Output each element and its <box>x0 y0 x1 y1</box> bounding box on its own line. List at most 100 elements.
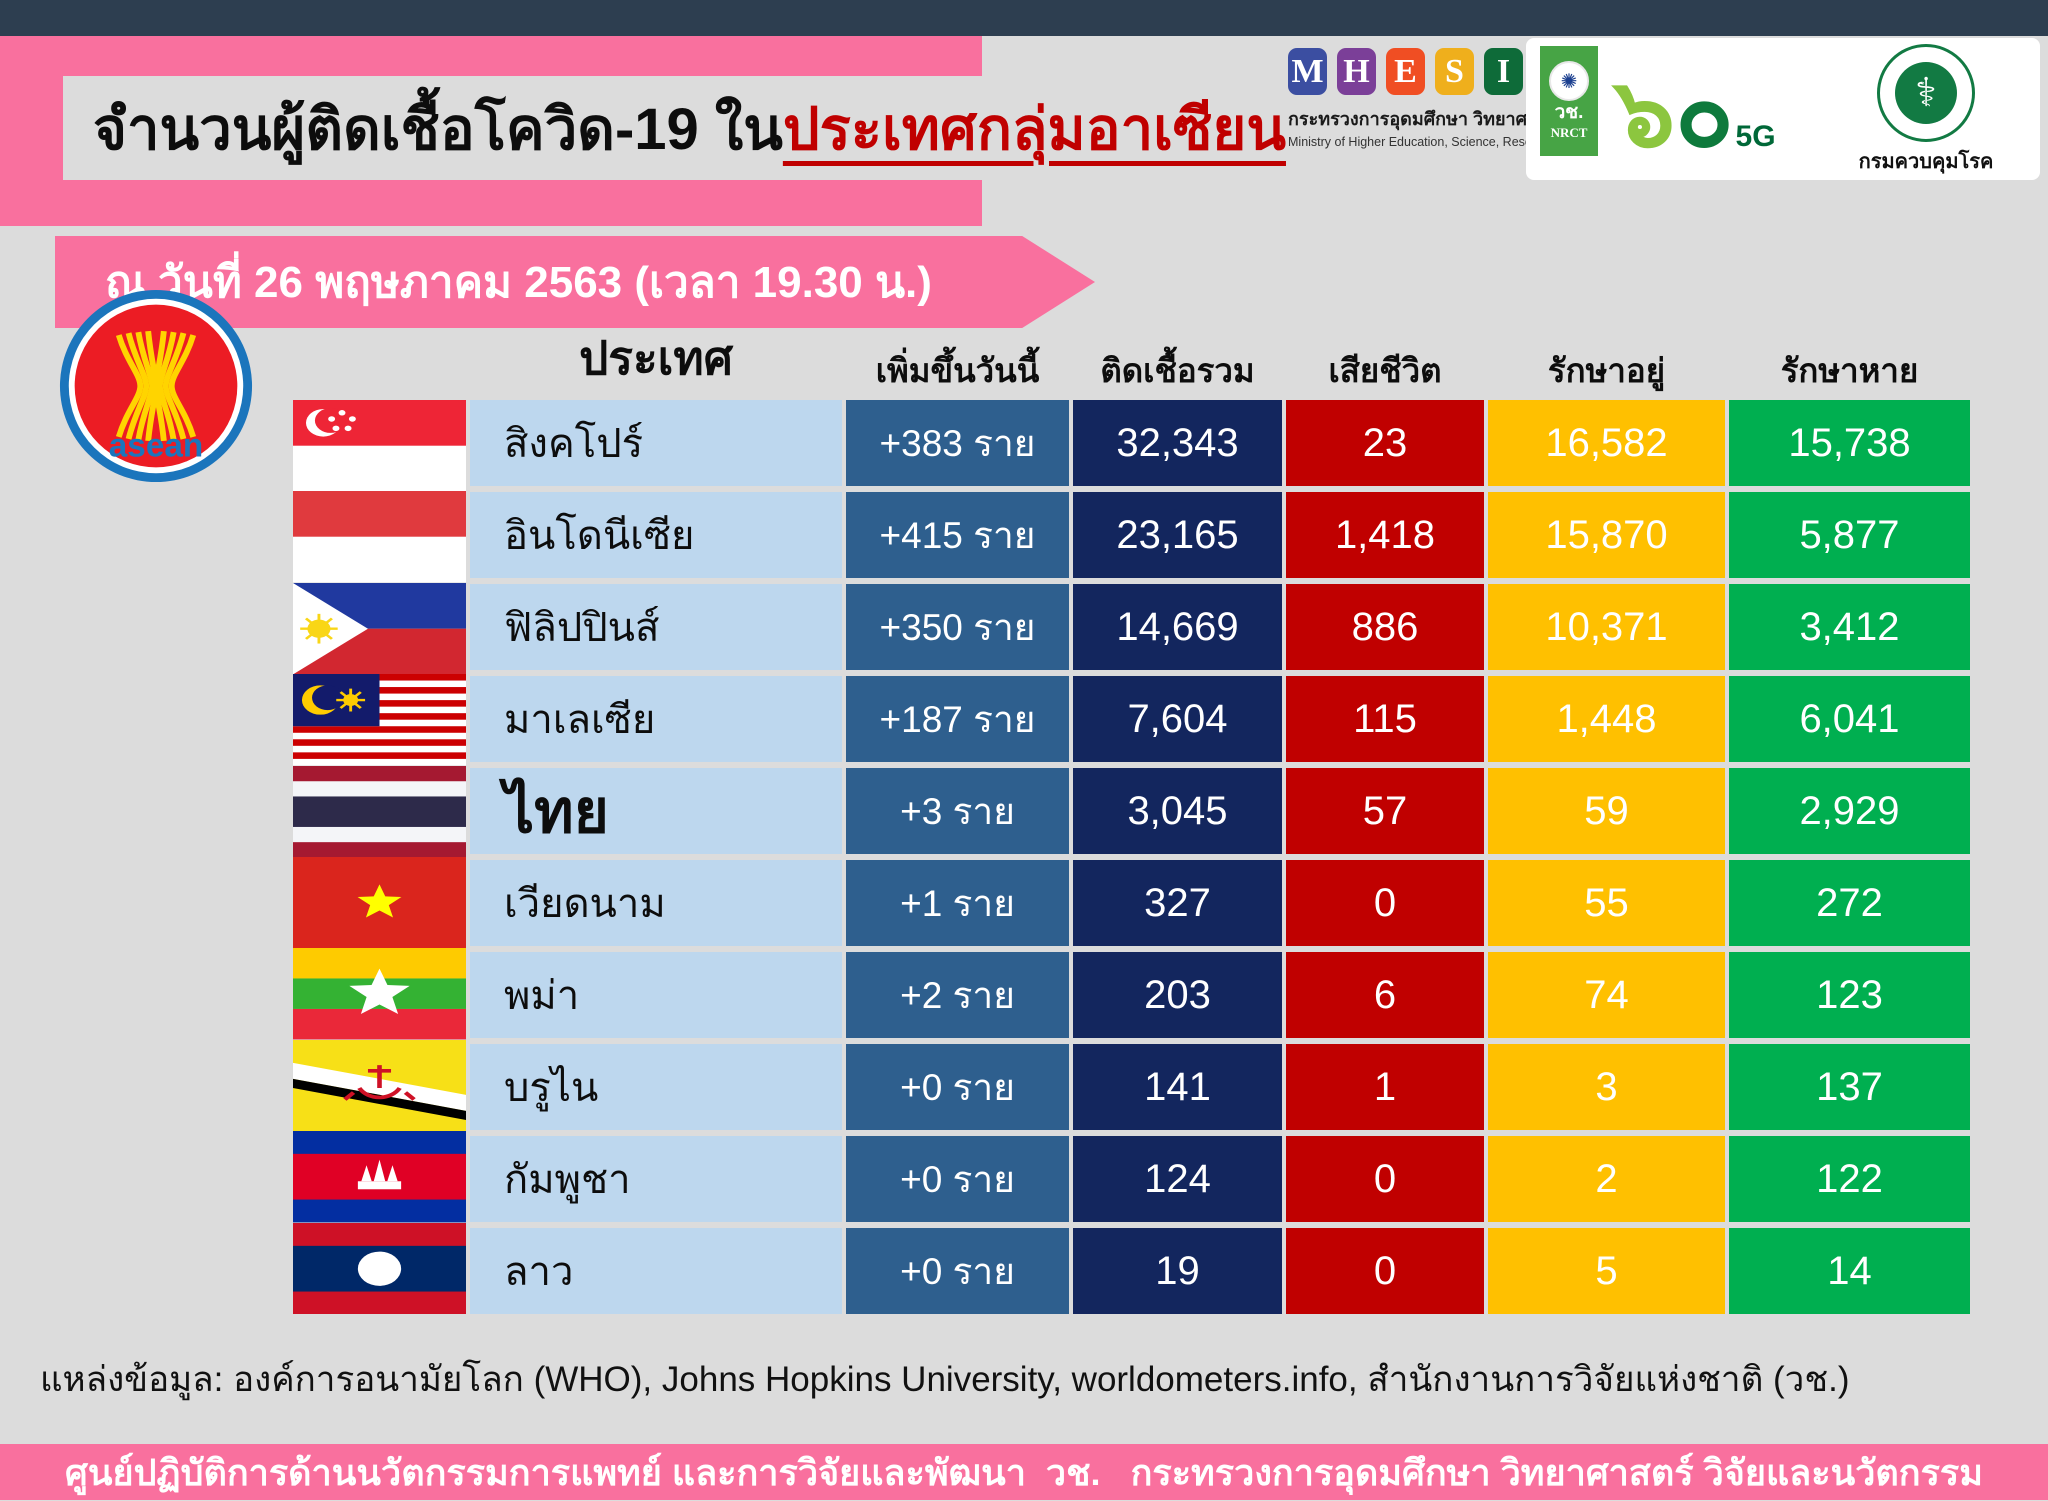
row-8-country-cell: กัมพูชา <box>470 1136 842 1222</box>
top-navy-bar <box>0 0 2048 36</box>
row-1-country-cell: อินโดนีเซีย <box>470 492 842 578</box>
row-7-total-cell: 141 <box>1073 1044 1282 1130</box>
asean-logo-icon: asean <box>58 288 254 484</box>
flag-malaysia-icon <box>293 674 466 766</box>
mhesi-thai-name: กระทรวงการอุดมศึกษา วิทยาศาสตร์ วิจัยและ… <box>1288 109 1715 129</box>
row-4-recovered-cell: 2,929 <box>1729 768 1970 854</box>
sixty-5g-logo: ๖๐ 5G <box>1614 44 1804 164</box>
row-1-new-cell: +415 ราย <box>846 492 1069 578</box>
row-3-country-cell: มาเลเซีย <box>470 676 842 762</box>
source-note: แหล่งข้อมูล: องค์การอนามัยโลก (WHO), Joh… <box>40 1360 1850 1399</box>
row-8-treating-cell: 2 <box>1488 1136 1725 1222</box>
row-5-recovered-cell: 272 <box>1729 860 1970 946</box>
row-4-total-cell: 3,045 <box>1073 768 1282 854</box>
title-text-red: ประเทศกลุ่มอาเซียน <box>782 96 1286 162</box>
row-2-deaths-cell: 886 <box>1286 584 1484 670</box>
flag-philippines-icon <box>293 582 466 675</box>
column-header-treating: รักษาอยู่ <box>1547 352 1666 389</box>
row-7-new-cell: +0 ราย <box>846 1044 1069 1130</box>
nrct-thai-label: วช. <box>1554 102 1584 123</box>
footer-text: ศูนย์ปฏิบัติการด้านนวัตกรรมการแพทย์ และก… <box>65 1451 1983 1493</box>
row-6-country-cell: พม่า <box>470 952 842 1038</box>
flag-thailand-icon <box>293 765 466 858</box>
row-1-treating-cell: 15,870 <box>1488 492 1725 578</box>
sixty-numeral-six: ๖ <box>1614 60 1675 167</box>
mhesi-english-name: Ministry of Higher Education, Science, R… <box>1288 135 1642 149</box>
column-header-deaths: เสียชีวิต <box>1328 352 1442 389</box>
row-0-recovered-cell: 15,738 <box>1729 400 1970 486</box>
partner-logo-panel: ✺ วช. NRCT ๖๐ 5G ⚕ กรมควบคุมโรค <box>1526 38 2040 180</box>
flag-laos-icon <box>293 1222 466 1315</box>
column-header-total: ติดเชื้อรวม <box>1100 352 1255 389</box>
title-text-black: จำนวนผู้ติดเชื้อโควิด-19 ใน <box>93 96 783 162</box>
covid-data-grid: สิงคโปร์ +383 ราย 32,343 23 16,582 15,738 อินโ… <box>470 400 1970 1314</box>
row-3-deaths-cell: 115 <box>1286 676 1484 762</box>
row-3-treating-cell: 1,448 <box>1488 676 1725 762</box>
row-7-recovered-cell: 137 <box>1729 1044 1970 1130</box>
caduceus-icon: ⚕ <box>1895 62 1957 124</box>
sixty-thai-numerals: ๖๐ <box>1614 64 1734 164</box>
row-1-recovered-cell: 5,877 <box>1729 492 1970 578</box>
row-4-new-cell: +3 ราย <box>846 768 1069 854</box>
mhesi-letter-m: M <box>1288 48 1327 95</box>
flag-vietnam-icon <box>293 857 466 949</box>
row-5-new-cell: +1 ราย <box>846 860 1069 946</box>
column-header-country: ประเทศ <box>579 332 733 384</box>
mhesi-letter-i: I <box>1484 48 1523 95</box>
row-8-total-cell: 124 <box>1073 1136 1282 1222</box>
flag-cambodia-icon <box>293 1131 466 1223</box>
footer-bar: ศูนย์ปฏิบัติการด้านนวัตกรรมการแพทย์ และก… <box>0 1444 2048 1500</box>
row-0-total-cell: 32,343 <box>1073 400 1282 486</box>
row-9-treating-cell: 5 <box>1488 1228 1725 1314</box>
row-9-recovered-cell: 14 <box>1729 1228 1970 1314</box>
row-9-total-cell: 19 <box>1073 1228 1282 1314</box>
svg-text:asean: asean <box>109 428 203 465</box>
row-1-total-cell: 23,165 <box>1073 492 1282 578</box>
sixty-numeral-zero: ๐ <box>1674 60 1734 167</box>
row-9-new-cell: +0 ราย <box>846 1228 1069 1314</box>
nrct-wheel-icon: ✺ <box>1549 61 1589 101</box>
five-g-label: 5G <box>1735 120 1776 153</box>
row-5-country-cell: เวียดนาม <box>470 860 842 946</box>
row-9-country-cell: ลาว <box>470 1228 842 1314</box>
row-6-new-cell: +2 ราย <box>846 952 1069 1038</box>
moph-caption: กรมควบคุมโรค <box>1858 151 1994 173</box>
moph-logo: ⚕ กรมควบคุมโรค <box>1826 40 2026 177</box>
row-5-total-cell: 327 <box>1073 860 1282 946</box>
row-0-country-cell: สิงคโปร์ <box>470 400 842 486</box>
row-3-total-cell: 7,604 <box>1073 676 1282 762</box>
flag-singapore-icon <box>293 400 466 492</box>
row-5-treating-cell: 55 <box>1488 860 1725 946</box>
row-6-recovered-cell: 123 <box>1729 952 1970 1038</box>
row-0-deaths-cell: 23 <box>1286 400 1484 486</box>
row-4-country-cell: ไทย <box>470 768 842 854</box>
row-7-deaths-cell: 1 <box>1286 1044 1484 1130</box>
row-0-treating-cell: 16,582 <box>1488 400 1725 486</box>
row-5-deaths-cell: 0 <box>1286 860 1484 946</box>
page-title: จำนวนผู้ติดเชื้อโควิด-19 ใน ประเทศกลุ่มอา… <box>63 76 1515 180</box>
row-9-deaths-cell: 0 <box>1286 1228 1484 1314</box>
row-6-treating-cell: 74 <box>1488 952 1725 1038</box>
date-banner: ณ วันที่ 26 พฤษภาคม 2563 (เวลา 19.30 น.) <box>55 236 1095 328</box>
row-6-total-cell: 203 <box>1073 952 1282 1038</box>
row-8-new-cell: +0 ราย <box>846 1136 1069 1222</box>
row-8-recovered-cell: 122 <box>1729 1136 1970 1222</box>
row-2-new-cell: +350 ราย <box>846 584 1069 670</box>
mhesi-letter-e: E <box>1386 48 1425 95</box>
row-4-deaths-cell: 57 <box>1286 768 1484 854</box>
column-header-new: เพิ่มขึ้นวันนี้ <box>875 352 1040 389</box>
mhesi-letter-s: S <box>1435 48 1474 95</box>
row-7-treating-cell: 3 <box>1488 1044 1725 1130</box>
row-7-country-cell: บรูไน <box>470 1044 842 1130</box>
flag-indonesia-icon <box>293 491 466 583</box>
row-1-deaths-cell: 1,418 <box>1286 492 1484 578</box>
column-header-recovered: รักษาหาย <box>1780 352 1919 389</box>
row-8-deaths-cell: 0 <box>1286 1136 1484 1222</box>
mhesi-letter-h: H <box>1337 48 1376 95</box>
row-2-treating-cell: 10,371 <box>1488 584 1725 670</box>
row-2-total-cell: 14,669 <box>1073 584 1282 670</box>
nrct-logo: ✺ วช. NRCT <box>1540 46 1598 156</box>
flag-brunei-icon <box>293 1039 466 1132</box>
table-header-row: ประเทศ เพิ่มขึ้นวันนี้ ติดเชื้อรวม เสียช… <box>470 322 1970 394</box>
